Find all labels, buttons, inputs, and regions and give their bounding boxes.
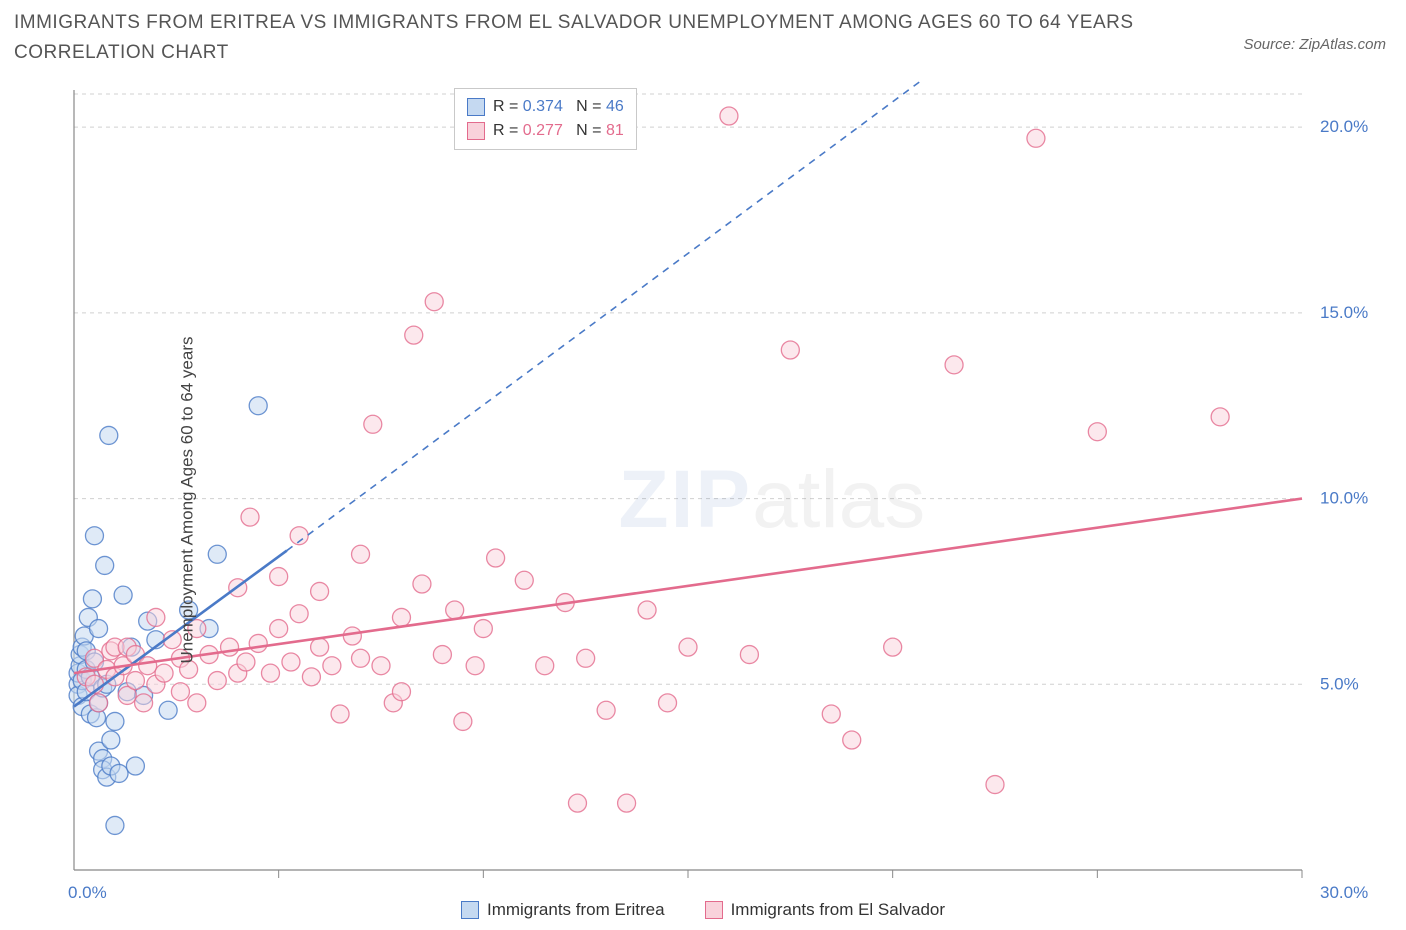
scatter-chart: 5.0%10.0%15.0%20.0%0.0%30.0% xyxy=(14,80,1392,920)
legend-label: Immigrants from Eritrea xyxy=(487,900,665,920)
legend-item: Immigrants from El Salvador xyxy=(705,900,945,920)
legend-swatch xyxy=(467,98,485,116)
correlation-legend: R = 0.374 N = 46R = 0.277 N = 81 xyxy=(454,88,637,150)
source-label: Source: ZipAtlas.com xyxy=(1243,36,1386,53)
legend-stats: R = 0.374 N = 46 xyxy=(493,95,624,119)
legend-swatch xyxy=(467,122,485,140)
svg-text:5.0%: 5.0% xyxy=(1320,674,1359,693)
legend-row: R = 0.374 N = 46 xyxy=(467,95,624,119)
chart-title: IMMIGRANTS FROM ERITREA VS IMMIGRANTS FR… xyxy=(14,8,1206,69)
y-axis-label: Unemployment Among Ages 60 to 64 years xyxy=(177,337,197,664)
legend-item: Immigrants from Eritrea xyxy=(461,900,665,920)
legend-label: Immigrants from El Salvador xyxy=(731,900,945,920)
legend-stats: R = 0.277 N = 81 xyxy=(493,119,624,143)
svg-text:15.0%: 15.0% xyxy=(1320,303,1368,322)
svg-text:10.0%: 10.0% xyxy=(1320,489,1368,508)
series-legend: Immigrants from Eritrea Immigrants from E… xyxy=(14,900,1392,920)
chart-container: Unemployment Among Ages 60 to 64 years 5… xyxy=(14,80,1392,920)
legend-swatch xyxy=(461,901,479,919)
svg-text:20.0%: 20.0% xyxy=(1320,117,1368,136)
legend-row: R = 0.277 N = 81 xyxy=(467,119,624,143)
legend-swatch xyxy=(705,901,723,919)
